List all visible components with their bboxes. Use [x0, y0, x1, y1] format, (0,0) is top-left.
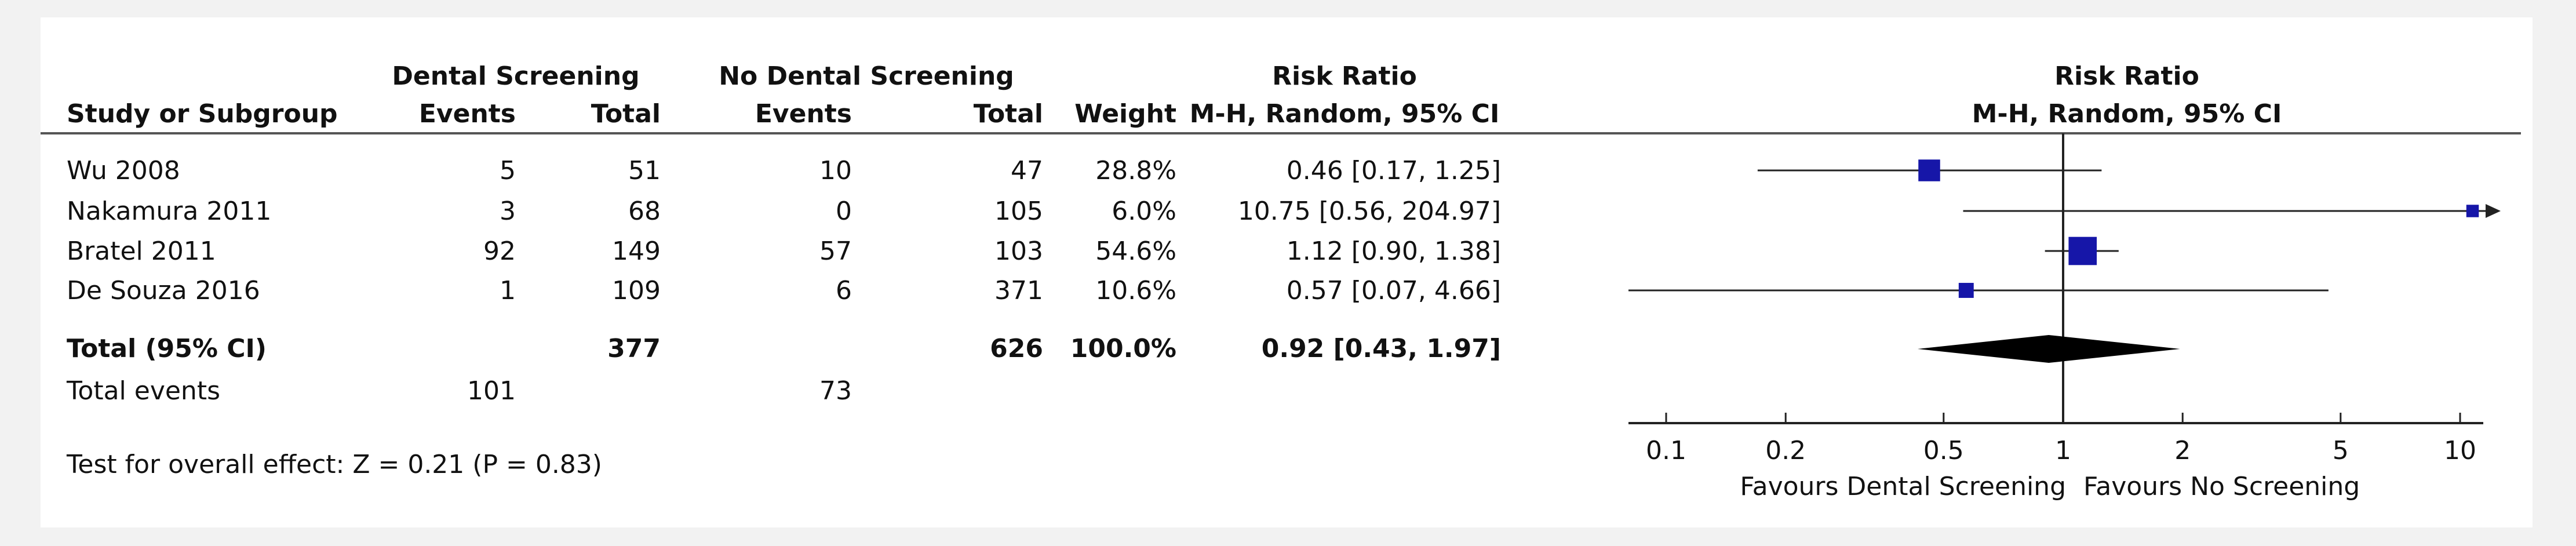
- study-ci-text: 10.75 [0.56, 204.97]: [1237, 196, 1501, 226]
- study-t1: 51: [628, 156, 661, 185]
- study-e2: 0: [836, 196, 852, 226]
- study-name: Wu 2008: [67, 156, 180, 185]
- header-study: Study or Subgroup: [67, 99, 338, 129]
- x-tick-label: 0.1: [1646, 436, 1686, 465]
- x-tick-label: 10: [2444, 436, 2476, 465]
- ci-arrow: [2486, 204, 2501, 218]
- x-tick-label: 0.2: [1765, 436, 1806, 465]
- study-weight: 6.0%: [1112, 196, 1176, 226]
- header-total-2: Total: [973, 99, 1043, 129]
- study-t2: 105: [994, 196, 1043, 226]
- study-weight: 10.6%: [1095, 276, 1176, 305]
- study-name: De Souza 2016: [67, 276, 260, 305]
- total-n-2: 626: [990, 334, 1043, 363]
- pooled-diamond: [1917, 335, 2180, 363]
- header-weight: Weight: [1074, 99, 1176, 129]
- study-e2: 57: [819, 236, 852, 266]
- x-tick-label: 0.5: [1923, 436, 1964, 465]
- header-events-2: Events: [755, 99, 852, 129]
- favours-left-label: Favours Dental Screening: [1740, 472, 2066, 501]
- header-plot-risk-ratio: Risk Ratio: [2054, 61, 2199, 91]
- total-events-2: 73: [819, 376, 852, 406]
- header-rr-method: M-H, Random, 95% CI: [1189, 99, 1500, 129]
- study-weight: 28.8%: [1095, 156, 1176, 185]
- total-weight: 100.0%: [1070, 334, 1176, 363]
- study-marker: [2466, 205, 2479, 217]
- study-marker: [1918, 159, 1940, 181]
- study-ci-text: 0.46 [0.17, 1.25]: [1286, 156, 1501, 185]
- study-t1: 109: [612, 276, 661, 305]
- study-weight: 54.6%: [1095, 236, 1176, 266]
- header-no-dental-screening: No Dental Screening: [719, 61, 1014, 91]
- total-n-1: 377: [607, 334, 661, 363]
- study-t1: 149: [612, 236, 661, 266]
- study-e2: 6: [836, 276, 852, 305]
- total-label: Total (95% CI): [67, 334, 267, 363]
- study-t1: 68: [628, 196, 661, 226]
- header-events-1: Events: [418, 99, 516, 129]
- study-ci-text: 0.57 [0.07, 4.66]: [1286, 276, 1501, 305]
- favours-right-label: Favours No Screening: [2083, 472, 2360, 501]
- header-risk-ratio: Risk Ratio: [1272, 61, 1417, 91]
- study-name: Bratel 2011: [67, 236, 216, 266]
- total-ci: 0.92 [0.43, 1.97]: [1261, 334, 1501, 363]
- study-e1: 3: [500, 196, 516, 226]
- study-ci-text: 1.12 [0.90, 1.38]: [1286, 236, 1501, 266]
- study-e1: 5: [500, 156, 516, 185]
- x-tick-label: 1: [2055, 436, 2071, 465]
- header-total-1: Total: [591, 99, 661, 129]
- x-tick-label: 5: [2333, 436, 2349, 465]
- total-events-1: 101: [467, 376, 516, 406]
- study-e2: 10: [819, 156, 852, 185]
- forest-plot-panel: Dental Screening No Dental Screening Ris…: [41, 17, 2533, 527]
- overall-effect-test: Test for overall effect: Z = 0.21 (P = 0…: [67, 450, 602, 479]
- x-tick-label: 2: [2174, 436, 2191, 465]
- study-name: Nakamura 2011: [67, 196, 272, 226]
- header-plot-method: M-H, Random, 95% CI: [1972, 99, 2282, 129]
- study-t2: 47: [1011, 156, 1043, 185]
- header-dental-screening: Dental Screening: [392, 61, 640, 91]
- header-rule: [41, 132, 2521, 134]
- forest-plot-svg: 0.1 0.2 0.5 1 2 5 10: [1628, 133, 2501, 465]
- study-marker: [1958, 283, 1974, 298]
- total-events-label: Total events: [67, 376, 220, 406]
- study-marker: [2068, 236, 2097, 265]
- study-t2: 103: [994, 236, 1043, 266]
- study-e1: 1: [500, 276, 516, 305]
- study-e1: 92: [483, 236, 516, 266]
- study-t2: 371: [994, 276, 1043, 305]
